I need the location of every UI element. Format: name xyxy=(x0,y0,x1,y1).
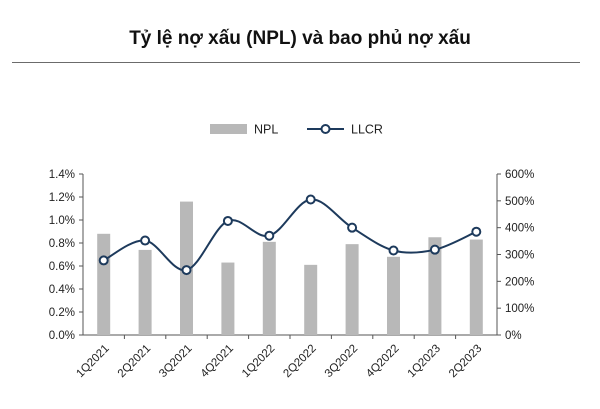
x-tick-label: 1Q2021 xyxy=(74,343,111,380)
npl-bar xyxy=(387,256,400,335)
left-tick-label: 0.0% xyxy=(49,330,75,342)
right-tick-label: 600% xyxy=(505,169,534,181)
llcr-point xyxy=(264,230,275,241)
npl-bar xyxy=(428,237,442,335)
right-tick-label: 500% xyxy=(505,196,534,208)
npl-bar xyxy=(97,233,111,335)
npl-bar xyxy=(262,241,276,335)
llcr-point xyxy=(347,222,358,233)
legend-llcr-label: LLCR xyxy=(351,123,383,137)
npl-bar xyxy=(221,262,235,335)
npl-bar xyxy=(304,264,318,335)
x-tick-label: 4Q2022 xyxy=(364,343,401,380)
legend-npl-label: NPL xyxy=(254,123,278,137)
llcr-point xyxy=(305,194,316,205)
x-tick-label: 1Q2022 xyxy=(240,343,277,380)
npl-bar xyxy=(138,249,152,335)
left-tick-label: 0.4% xyxy=(49,284,75,296)
legend-npl-swatch xyxy=(210,124,247,134)
llcr-point xyxy=(98,255,109,266)
left-tick-label: 0.2% xyxy=(49,307,75,319)
llcr-point xyxy=(181,265,192,276)
x-tick-label: 4Q2021 xyxy=(199,343,236,380)
right-tick-label: 400% xyxy=(505,223,534,235)
x-tick-label: 3Q2021 xyxy=(157,343,194,380)
left-tick-label: 0.8% xyxy=(49,238,75,250)
right-tick-label: 0% xyxy=(505,330,522,342)
right-tick-label: 100% xyxy=(505,303,534,315)
chart-title: Tỷ lệ nợ xấu (NPL) và bao phủ nợ xấu xyxy=(129,28,471,49)
llcr-point xyxy=(471,226,482,237)
npl-bar xyxy=(469,239,483,335)
x-tick-label: 3Q2022 xyxy=(323,343,360,380)
llcr-point xyxy=(222,215,233,226)
x-tick-label: 2Q2021 xyxy=(116,343,153,380)
left-tick-label: 1.2% xyxy=(49,192,75,204)
llcr-point xyxy=(429,244,440,255)
title-underline xyxy=(12,62,580,63)
legend-llcr-marker xyxy=(320,124,331,134)
left-tick-label: 0.6% xyxy=(49,261,75,273)
x-tick-label: 1Q2023 xyxy=(406,343,443,380)
x-tick-label: 2Q2023 xyxy=(447,343,484,380)
left-tick-label: 1.0% xyxy=(49,215,75,227)
npl-bar xyxy=(345,244,359,335)
right-tick-label: 300% xyxy=(505,250,534,262)
left-tick-label: 1.4% xyxy=(49,169,75,181)
llcr-line xyxy=(103,198,477,272)
x-tick-label: 2Q2022 xyxy=(281,343,318,380)
right-tick-label: 200% xyxy=(505,276,534,288)
llcr-point xyxy=(388,245,399,256)
llcr-point xyxy=(140,235,151,246)
